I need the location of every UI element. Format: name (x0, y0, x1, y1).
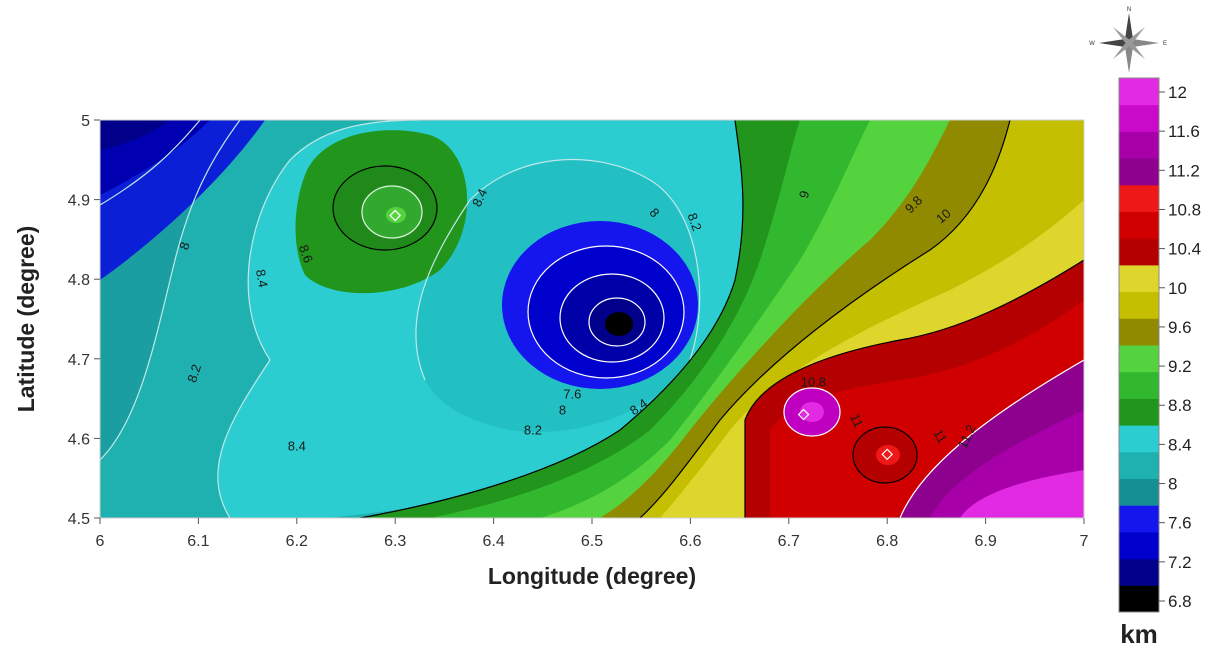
colorbar-segment (1119, 531, 1159, 560)
contour-label: 10.8 (801, 375, 826, 390)
contour-label: 11 (930, 427, 950, 446)
y-tick-label: 5 (81, 113, 90, 130)
colorbar (1118, 77, 1160, 613)
x-tick-label: 6.3 (384, 533, 406, 550)
colorbar-segment (1119, 104, 1159, 132)
y-axis-title: Latitude (degree) (13, 226, 39, 413)
extremum-marker (797, 408, 810, 421)
colorbar-tick-label: 9.2 (1168, 357, 1192, 376)
colorbar-segment (1119, 345, 1159, 373)
y-tick-label: 4.8 (68, 272, 90, 289)
colorbar-tick-labels: 12 11.6 11.2 10.8 10.4 10 9.6 9.2 8.8 8.4 8 7.6 7.2 6… (1159, 83, 1201, 611)
contour-lines (100, 120, 1084, 518)
contour-label: 8.4 (469, 186, 490, 209)
x-tick-label: 6.5 (581, 533, 603, 550)
x-tick-label: 6.7 (778, 533, 800, 550)
colorbar-segment (1119, 131, 1159, 159)
y-tick-label: 4.6 (68, 431, 90, 448)
contour-label: 8.6 (296, 243, 316, 265)
north-arrow-icon: N S W E (1089, 7, 1167, 84)
colorbar-segment (1119, 264, 1159, 293)
extremum-marker (881, 448, 894, 461)
colorbar-segment (1119, 505, 1159, 533)
svg-text:E: E (1163, 41, 1167, 47)
colorbar-segment (1119, 78, 1159, 106)
colorbar-tick-label: 6.8 (1168, 592, 1192, 611)
x-axis: 6 6.1 6.2 6.3 6.4 6.5 6.6 6.7 6.8 6.9 7 (96, 518, 1089, 550)
colorbar-segment (1119, 451, 1159, 479)
y-axis: 4.5 4.6 4.7 4.8 4.9 5 (68, 113, 100, 528)
colorbar-tick-label: 10.8 (1168, 200, 1201, 219)
colorbar-tick-label: 7.2 (1168, 553, 1192, 572)
colorbar-tick-label: 8.8 (1168, 396, 1192, 415)
colorbar-tick-label: 11.6 (1168, 122, 1200, 141)
contour-label: 8.4 (288, 438, 306, 453)
colorbar-segment (1119, 291, 1159, 319)
colorbar-unit: km (1120, 619, 1158, 649)
y-tick-label: 4.7 (68, 352, 90, 369)
contour-label: 8.2 (184, 362, 204, 384)
x-tick-label: 7 (1080, 533, 1089, 550)
colorbar-segment (1119, 184, 1159, 212)
contour-label: 8 (559, 403, 566, 418)
colorbar-tick-label: 11.2 (1168, 161, 1200, 180)
colorbar-segment (1119, 211, 1159, 239)
colorbar-tick-label: 9.6 (1168, 318, 1192, 337)
contour-label: 8.2 (524, 422, 542, 437)
plot-area: 88.48.68.28.48.48 8.29 9.8 107.688.28.410.8… (100, 120, 1084, 518)
colorbar-segment (1119, 371, 1159, 399)
colorbar-tick-label: 8.4 (1168, 435, 1192, 454)
colorbar-segment (1119, 158, 1159, 186)
colorbar-segment (1119, 318, 1159, 346)
colorbar-tick-label: 10 (1168, 279, 1187, 298)
x-tick-label: 6.4 (482, 533, 504, 550)
x-tick-label: 6.6 (679, 533, 701, 550)
colorbar-segment (1119, 425, 1159, 453)
colorbar-tick-label: 10.4 (1168, 240, 1201, 259)
colorbar-segment (1119, 398, 1159, 426)
y-tick-label: 4.5 (68, 511, 90, 528)
svg-text:N: N (1127, 7, 1131, 13)
x-axis-title: Longitude (degree) (488, 563, 696, 589)
colorbar-segment (1119, 238, 1159, 266)
extremum-marker (389, 209, 402, 222)
colorbar-tick-label: 7.6 (1168, 514, 1192, 533)
x-tick-label: 6.9 (974, 533, 996, 550)
contour-label: 8.2 (684, 211, 704, 233)
x-tick-label: 6.1 (187, 533, 209, 550)
contour-label: 11 (847, 411, 866, 430)
colorbar-segment (1119, 478, 1159, 506)
contour-label: 8 (176, 240, 193, 252)
x-tick-label: 6.2 (286, 533, 308, 550)
colorbar-segment (1119, 558, 1159, 586)
colorbar-segment (1119, 585, 1159, 613)
contour-label: 7.6 (563, 387, 581, 402)
colorbar-tick-label: 12 (1168, 83, 1187, 102)
colorbar-tick-label: 8 (1168, 475, 1177, 494)
colorbar-frame (1118, 77, 1160, 613)
y-tick-label: 4.9 (68, 193, 90, 210)
svg-text:W: W (1089, 41, 1095, 47)
contour-label: 9 (796, 189, 812, 200)
x-tick-label: 6.8 (876, 533, 898, 550)
x-tick-label: 6 (96, 533, 105, 550)
contour-label: 8.4 (253, 268, 271, 288)
